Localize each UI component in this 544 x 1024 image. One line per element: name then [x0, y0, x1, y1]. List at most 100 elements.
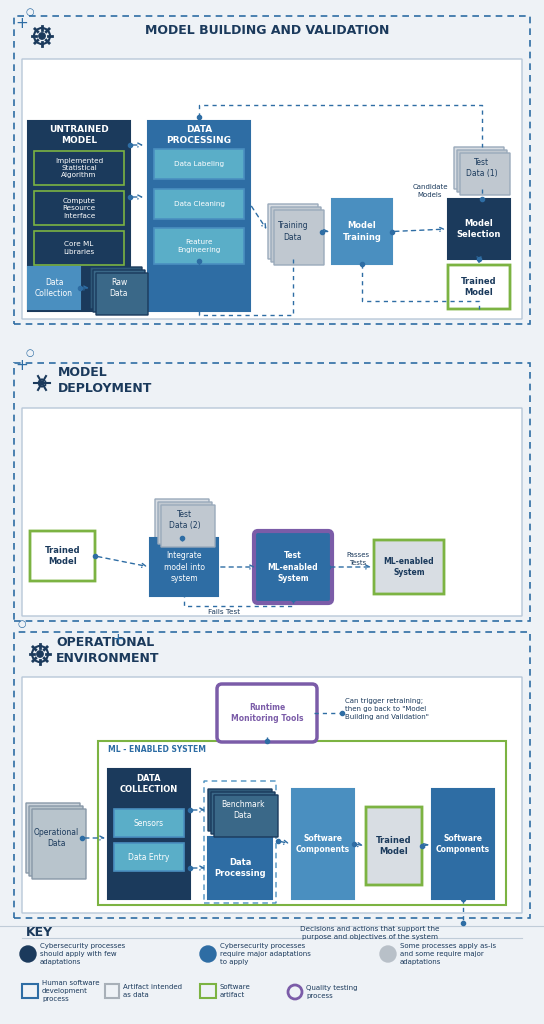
Text: Cybersecurity processes
should apply with few
adaptations: Cybersecurity processes should apply wit… [40, 943, 125, 965]
FancyBboxPatch shape [211, 792, 275, 834]
Text: Software
Components: Software Components [296, 834, 350, 854]
FancyBboxPatch shape [114, 809, 184, 837]
Text: MODEL
DEPLOYMENT: MODEL DEPLOYMENT [58, 367, 152, 395]
Text: Quality testing
process: Quality testing process [306, 985, 357, 999]
Text: Data
Processing: Data Processing [214, 858, 266, 878]
Text: Trained
Model: Trained Model [45, 546, 81, 566]
Text: Test
ML-enabled
System: Test ML-enabled System [268, 551, 318, 583]
Text: Fails Test: Fails Test [208, 609, 240, 615]
Text: Cybersecurity processes
require major adaptations
to apply: Cybersecurity processes require major ad… [220, 943, 311, 965]
Text: Sensors: Sensors [134, 818, 164, 827]
Circle shape [37, 651, 43, 657]
Text: Core ML
Libraries: Core ML Libraries [63, 242, 95, 255]
FancyBboxPatch shape [150, 538, 218, 596]
Text: Data Entry: Data Entry [128, 853, 170, 861]
Text: Compute
Resource
Interface: Compute Resource Interface [63, 198, 96, 218]
FancyBboxPatch shape [28, 121, 130, 311]
Text: Trained
Model: Trained Model [461, 276, 497, 297]
FancyBboxPatch shape [154, 228, 244, 264]
FancyBboxPatch shape [460, 153, 510, 195]
Text: Runtime
Monitoring Tools: Runtime Monitoring Tools [231, 702, 303, 723]
Text: MODEL BUILDING AND VALIDATION: MODEL BUILDING AND VALIDATION [145, 24, 390, 37]
FancyBboxPatch shape [26, 803, 80, 873]
Text: OPERATIONAL
ENVIRONMENT: OPERATIONAL ENVIRONMENT [56, 637, 159, 666]
Text: Model
Selection: Model Selection [457, 219, 501, 239]
FancyBboxPatch shape [114, 843, 184, 871]
FancyBboxPatch shape [93, 270, 145, 312]
Text: +: + [16, 16, 28, 32]
FancyBboxPatch shape [448, 199, 510, 259]
FancyBboxPatch shape [332, 199, 392, 264]
FancyBboxPatch shape [148, 121, 250, 311]
Text: ○: ○ [26, 7, 34, 17]
FancyBboxPatch shape [22, 408, 522, 616]
Text: Human software
development
process: Human software development process [42, 980, 100, 1002]
Text: Training
Data: Training Data [277, 221, 308, 242]
FancyBboxPatch shape [448, 265, 510, 309]
FancyBboxPatch shape [274, 210, 324, 265]
Text: Decisions and actions that support the
purpose and objectives of the system: Decisions and actions that support the p… [300, 927, 440, 940]
Text: ○: ○ [26, 348, 34, 358]
Text: ML-enabled
System: ML-enabled System [384, 557, 434, 578]
Text: ML - ENABLED SYSTEM: ML - ENABLED SYSTEM [108, 744, 206, 754]
Text: Passes
Tests: Passes Tests [347, 552, 369, 565]
FancyBboxPatch shape [217, 684, 317, 742]
Circle shape [200, 946, 216, 962]
FancyBboxPatch shape [22, 59, 522, 319]
Text: Data Cleaning: Data Cleaning [174, 201, 225, 207]
Text: Test
Data (2): Test Data (2) [169, 510, 201, 530]
Text: +: + [16, 357, 28, 373]
FancyBboxPatch shape [254, 531, 332, 603]
Text: Feature
Engineering: Feature Engineering [177, 240, 221, 253]
FancyBboxPatch shape [154, 189, 244, 219]
FancyBboxPatch shape [161, 505, 215, 547]
Text: +: + [112, 633, 125, 647]
Text: DATA
COLLECTION: DATA COLLECTION [120, 774, 178, 794]
Text: ○: ○ [18, 618, 26, 629]
FancyBboxPatch shape [108, 769, 190, 899]
Text: Data
Collection: Data Collection [35, 278, 73, 298]
Text: Model
Training: Model Training [343, 221, 381, 242]
Text: Operational
Data: Operational Data [33, 828, 79, 848]
Text: Benchmark
Data: Benchmark Data [221, 800, 265, 820]
FancyBboxPatch shape [432, 790, 494, 899]
Text: Candidate
Models: Candidate Models [412, 184, 448, 198]
Circle shape [20, 946, 36, 962]
FancyBboxPatch shape [32, 809, 86, 879]
FancyBboxPatch shape [28, 267, 80, 309]
FancyBboxPatch shape [96, 273, 148, 315]
Text: Can trigger retraining;
then go back to "Model
Building and Validation": Can trigger retraining; then go back to … [345, 698, 429, 720]
Circle shape [39, 33, 45, 39]
Text: Software
artifact: Software artifact [220, 984, 251, 998]
FancyBboxPatch shape [208, 837, 272, 899]
FancyBboxPatch shape [154, 150, 244, 179]
Text: Test
Data (1): Test Data (1) [466, 158, 498, 178]
Text: KEY: KEY [26, 926, 53, 939]
Text: Software
Components: Software Components [436, 834, 490, 854]
FancyBboxPatch shape [214, 795, 278, 837]
FancyBboxPatch shape [366, 807, 422, 885]
FancyBboxPatch shape [208, 790, 272, 831]
FancyBboxPatch shape [29, 806, 83, 876]
FancyBboxPatch shape [30, 531, 95, 581]
FancyBboxPatch shape [90, 267, 142, 309]
Text: Implemented
Statistical
Algorithm: Implemented Statistical Algorithm [55, 158, 103, 178]
FancyBboxPatch shape [155, 499, 209, 541]
Text: Raw
Data: Raw Data [110, 278, 128, 298]
Text: Some processes apply as-is
and some require major
adaptations: Some processes apply as-is and some requ… [400, 943, 496, 965]
Text: Trained
Model: Trained Model [376, 836, 412, 856]
Text: Artifact intended
as data: Artifact intended as data [123, 984, 182, 998]
FancyBboxPatch shape [457, 150, 507, 193]
FancyBboxPatch shape [22, 677, 522, 913]
FancyBboxPatch shape [454, 147, 504, 189]
Circle shape [380, 946, 396, 962]
FancyBboxPatch shape [158, 502, 212, 544]
Text: DATA
PROCESSING: DATA PROCESSING [166, 125, 232, 145]
FancyBboxPatch shape [292, 790, 354, 899]
FancyBboxPatch shape [268, 204, 318, 259]
FancyBboxPatch shape [271, 207, 321, 262]
Text: UNTRAINED
MODEL: UNTRAINED MODEL [49, 125, 109, 145]
Text: Data Labeling: Data Labeling [174, 161, 224, 167]
FancyBboxPatch shape [374, 540, 444, 594]
Text: Integrate
model into
system: Integrate model into system [164, 551, 205, 583]
